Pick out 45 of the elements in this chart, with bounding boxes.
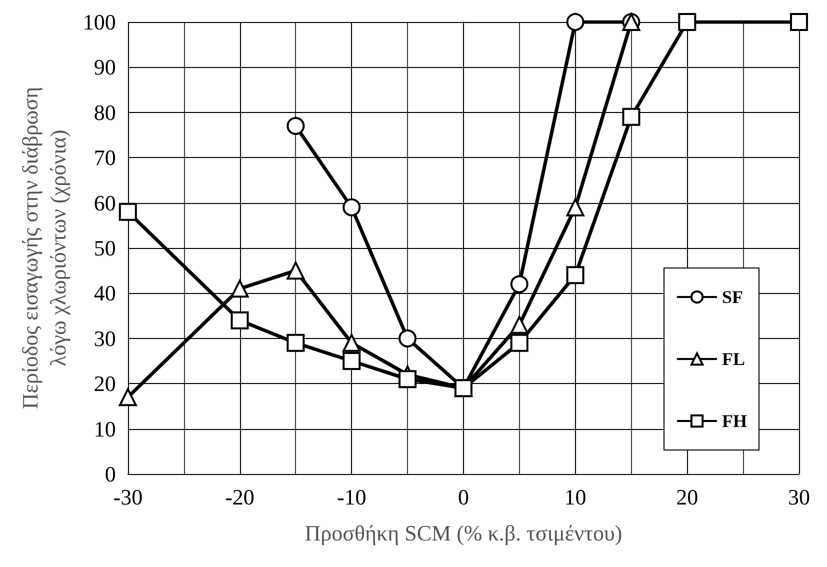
point — [118, 388, 137, 406]
y-tick-label: 100 — [82, 10, 116, 34]
point — [230, 311, 249, 330]
point — [510, 275, 528, 294]
point — [398, 370, 417, 388]
y-tick-label: 10 — [94, 416, 116, 442]
point — [566, 198, 584, 216]
x-tick-label: 30 — [788, 484, 810, 510]
legend-label: FL — [722, 349, 746, 369]
point — [342, 334, 361, 352]
point — [286, 116, 305, 135]
point — [622, 108, 640, 126]
point — [230, 280, 249, 298]
y-tick-label: 90 — [94, 54, 116, 80]
x-tick-label: 20 — [676, 484, 698, 510]
x-tick-label: -10 — [336, 484, 366, 510]
point — [510, 334, 528, 352]
x-tick-label: 10 — [564, 484, 586, 510]
x-tick-label: 0 — [458, 484, 469, 510]
y-tick-label: 60 — [94, 190, 116, 216]
y-tick-label: 70 — [94, 145, 116, 170]
x-tick-label: -30 — [113, 484, 143, 510]
y-tick-label: 40 — [94, 280, 116, 306]
point — [454, 379, 472, 398]
legend-label: SF — [722, 287, 744, 307]
point — [398, 329, 417, 348]
legend-label: FH — [722, 411, 748, 431]
y-axis-title: Περίοδος εισαγωγής στην διάβρωση λόγω χλωριόντων (χρόνια) — [18, 86, 70, 410]
y-tick-label: 30 — [94, 326, 116, 351]
y-tick-label: 0 — [104, 462, 116, 486]
point — [790, 13, 808, 31]
x-tick-label: -20 — [225, 484, 254, 510]
point — [510, 316, 528, 334]
y-tick-label: 20 — [94, 371, 116, 396]
point — [342, 198, 361, 216]
point — [342, 352, 361, 370]
point — [566, 13, 584, 31]
y-tick-label: 50 — [94, 236, 116, 260]
x-axis-title: Προσθήκη SCM (% κ.β. τσιμέντου) — [304, 520, 622, 546]
point — [118, 202, 137, 221]
point — [286, 334, 305, 352]
y-tick-label: 80 — [94, 100, 116, 125]
point — [286, 262, 305, 280]
point — [566, 266, 584, 284]
point — [678, 13, 696, 31]
